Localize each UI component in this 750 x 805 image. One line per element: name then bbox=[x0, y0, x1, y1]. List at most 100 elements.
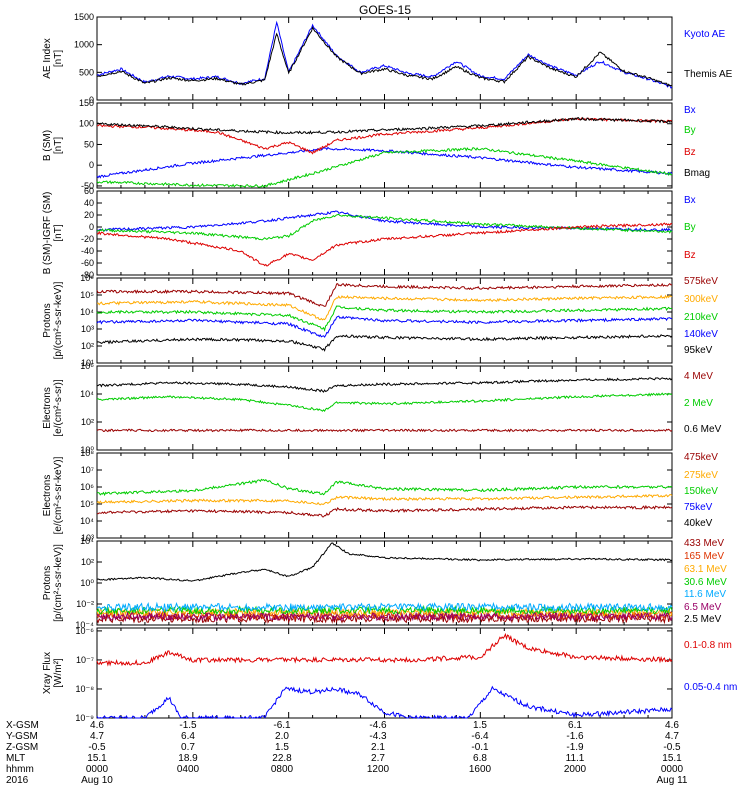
footer-cell: -0.5 bbox=[88, 742, 106, 753]
footer-cell: 15.1 bbox=[87, 753, 107, 764]
y-tick-label: 10⁰ bbox=[80, 578, 94, 588]
y-tick-label: 10⁰ bbox=[80, 445, 94, 455]
series-line-themis-ae bbox=[96, 26, 673, 87]
y-axis-label: [nT] bbox=[53, 224, 64, 241]
legend-2-5-mev: 2.5 MeV bbox=[684, 614, 722, 625]
y-tick-label: 10⁻⁹ bbox=[75, 713, 94, 723]
y-tick-label: 1500 bbox=[74, 12, 94, 22]
y-tick-label: 0 bbox=[89, 160, 94, 170]
legend-2-mev: 2 MeV bbox=[684, 398, 713, 409]
y-tick-label: 10⁴ bbox=[80, 536, 94, 546]
series-line-150kev bbox=[96, 478, 673, 497]
footer-cell: 11.1 bbox=[566, 753, 585, 764]
series-line-0-1-0-8-nm bbox=[96, 632, 673, 667]
footer-cell: -6.4 bbox=[471, 731, 489, 742]
y-axis-label: [p/(cm²-s-sr-keV)] bbox=[53, 281, 64, 359]
legend-75kev: 75keV bbox=[684, 502, 713, 513]
footer-table: X-GSM 4.6 -1.5 -6.1 -4.6 1.5 6.1 4.6 Y-GSM 4.7 6.4… bbox=[6, 720, 688, 786]
y-tick-label: 60 bbox=[84, 186, 94, 196]
footer-cell: 2.0 bbox=[275, 731, 289, 742]
panel-frame bbox=[96, 627, 673, 719]
legend-210kev: 210keV bbox=[684, 312, 718, 323]
footer-row-label: X-GSM bbox=[6, 720, 39, 731]
footer-cell: -0.5 bbox=[663, 742, 681, 753]
y-axis-label: AE Index bbox=[42, 38, 53, 79]
series-line-575kev bbox=[96, 282, 673, 307]
series-line-by bbox=[96, 213, 673, 241]
y-axis-label: B (SM)-IGRF (SM) bbox=[42, 192, 53, 275]
footer-cell: 2000 bbox=[564, 764, 587, 775]
footer-cell: 0800 bbox=[271, 764, 294, 775]
series-line-bz bbox=[96, 222, 673, 267]
footer-cell: -6.1 bbox=[273, 720, 291, 731]
y-tick-label: 10⁻⁸ bbox=[75, 684, 94, 694]
series-line-275kev bbox=[96, 493, 673, 506]
y-tick-label: 10² bbox=[81, 557, 94, 567]
y-tick-label: 1000 bbox=[74, 40, 94, 50]
series-line-63-1-mev bbox=[96, 606, 673, 618]
legend-0-6-mev: 0.6 MeV bbox=[684, 424, 722, 435]
y-tick-label: 10⁵ bbox=[80, 499, 94, 509]
y-tick-label: 10⁻⁷ bbox=[76, 655, 94, 665]
legend-150kev: 150keV bbox=[684, 486, 718, 497]
y-axis-label: Electrons bbox=[42, 387, 53, 429]
footer-cell: 22.8 bbox=[272, 753, 292, 764]
y-tick-label: 10⁶ bbox=[80, 361, 94, 371]
series-line-by bbox=[96, 147, 673, 188]
legend-300kev: 300keV bbox=[684, 294, 718, 305]
series-line-210kev bbox=[96, 305, 673, 332]
footer-cell: 1200 bbox=[367, 764, 390, 775]
footer-cell: 6.4 bbox=[181, 731, 195, 742]
y-axis-label: B (SM) bbox=[42, 130, 53, 161]
footer-cell: 15.1 bbox=[662, 753, 682, 764]
footer-cell: 0000 bbox=[661, 764, 684, 775]
footer-cell: -1.5 bbox=[179, 720, 197, 731]
footer-cell: 1.5 bbox=[473, 720, 487, 731]
legend-6-5-mev: 6.5 MeV bbox=[684, 602, 722, 613]
footer-cell: 0000 bbox=[86, 764, 109, 775]
series-line-bz bbox=[97, 117, 673, 155]
series-line-kyoto-ae bbox=[96, 20, 673, 89]
y-tick-label: 10⁻⁴ bbox=[75, 620, 94, 630]
y-tick-label: 100 bbox=[79, 119, 94, 129]
y-tick-label: 50 bbox=[84, 139, 94, 149]
panel-8: 10⁻⁹ 10⁻⁸ 10⁻⁷ 10⁻⁶ Xray Flux [W/m²] 0.1-0.8 n… bbox=[42, 626, 737, 723]
panel-7: 10⁻⁴ 10⁻² 10⁰ 10² 10⁴ Protons [p/(cm²-s-sr-keV… bbox=[42, 536, 727, 630]
footer-cell: 4.7 bbox=[90, 731, 104, 742]
footer-cell: -1.9 bbox=[566, 742, 584, 753]
legend-by: By bbox=[684, 125, 696, 136]
legend-95kev: 95keV bbox=[684, 345, 713, 356]
legend-140kev: 140keV bbox=[684, 329, 718, 340]
footer-row-label: MLT bbox=[6, 753, 25, 764]
y-tick-label: 10¹ bbox=[81, 358, 94, 368]
y-tick-label: 10⁶ bbox=[80, 482, 94, 492]
series-line-30-6-mev bbox=[96, 604, 673, 616]
panel-3: -80 -60 -40 -20 0 20 40 60 B (SM)-IGRF (SM) [nT] B… bbox=[42, 186, 696, 280]
y-tick-label: 10⁶ bbox=[80, 273, 94, 283]
footer-cell: 0400 bbox=[177, 764, 200, 775]
y-tick-label: 10² bbox=[81, 417, 94, 427]
legend-30-6-mev: 30.6 MeV bbox=[684, 577, 727, 588]
series-line-2-mev bbox=[96, 392, 673, 412]
legend-themis-ae: Themis AE bbox=[684, 69, 733, 80]
footer-cell: 4.7 bbox=[665, 731, 679, 742]
series-line-2-5-mev bbox=[96, 542, 673, 582]
series-line-6-5-mev bbox=[96, 611, 673, 622]
legend-kyoto-ae: Kyoto AE bbox=[684, 29, 725, 40]
series-line-475kev bbox=[96, 504, 673, 518]
panel-5: 10⁰ 10² 10⁴ 10⁶ Electrons [e/(cm²-s-sr)] 4 MeV… bbox=[42, 361, 722, 455]
legend-575kev: 575keV bbox=[684, 276, 718, 287]
series-line-11-6-mev bbox=[96, 601, 673, 613]
y-axis-label: [p/(cm²-s-sr-keV)] bbox=[53, 544, 64, 622]
footer-cell: 6.1 bbox=[568, 720, 582, 731]
footer-cell: -4.6 bbox=[369, 720, 387, 731]
y-tick-label: 10⁴ bbox=[80, 516, 94, 526]
footer-cell: 0.7 bbox=[181, 742, 195, 753]
footer-row-label: 2016 bbox=[6, 775, 29, 786]
chart-title: GOES-15 bbox=[359, 3, 411, 17]
series-line-0-6-mev bbox=[96, 377, 673, 393]
footer-cell: 1.5 bbox=[275, 742, 289, 753]
